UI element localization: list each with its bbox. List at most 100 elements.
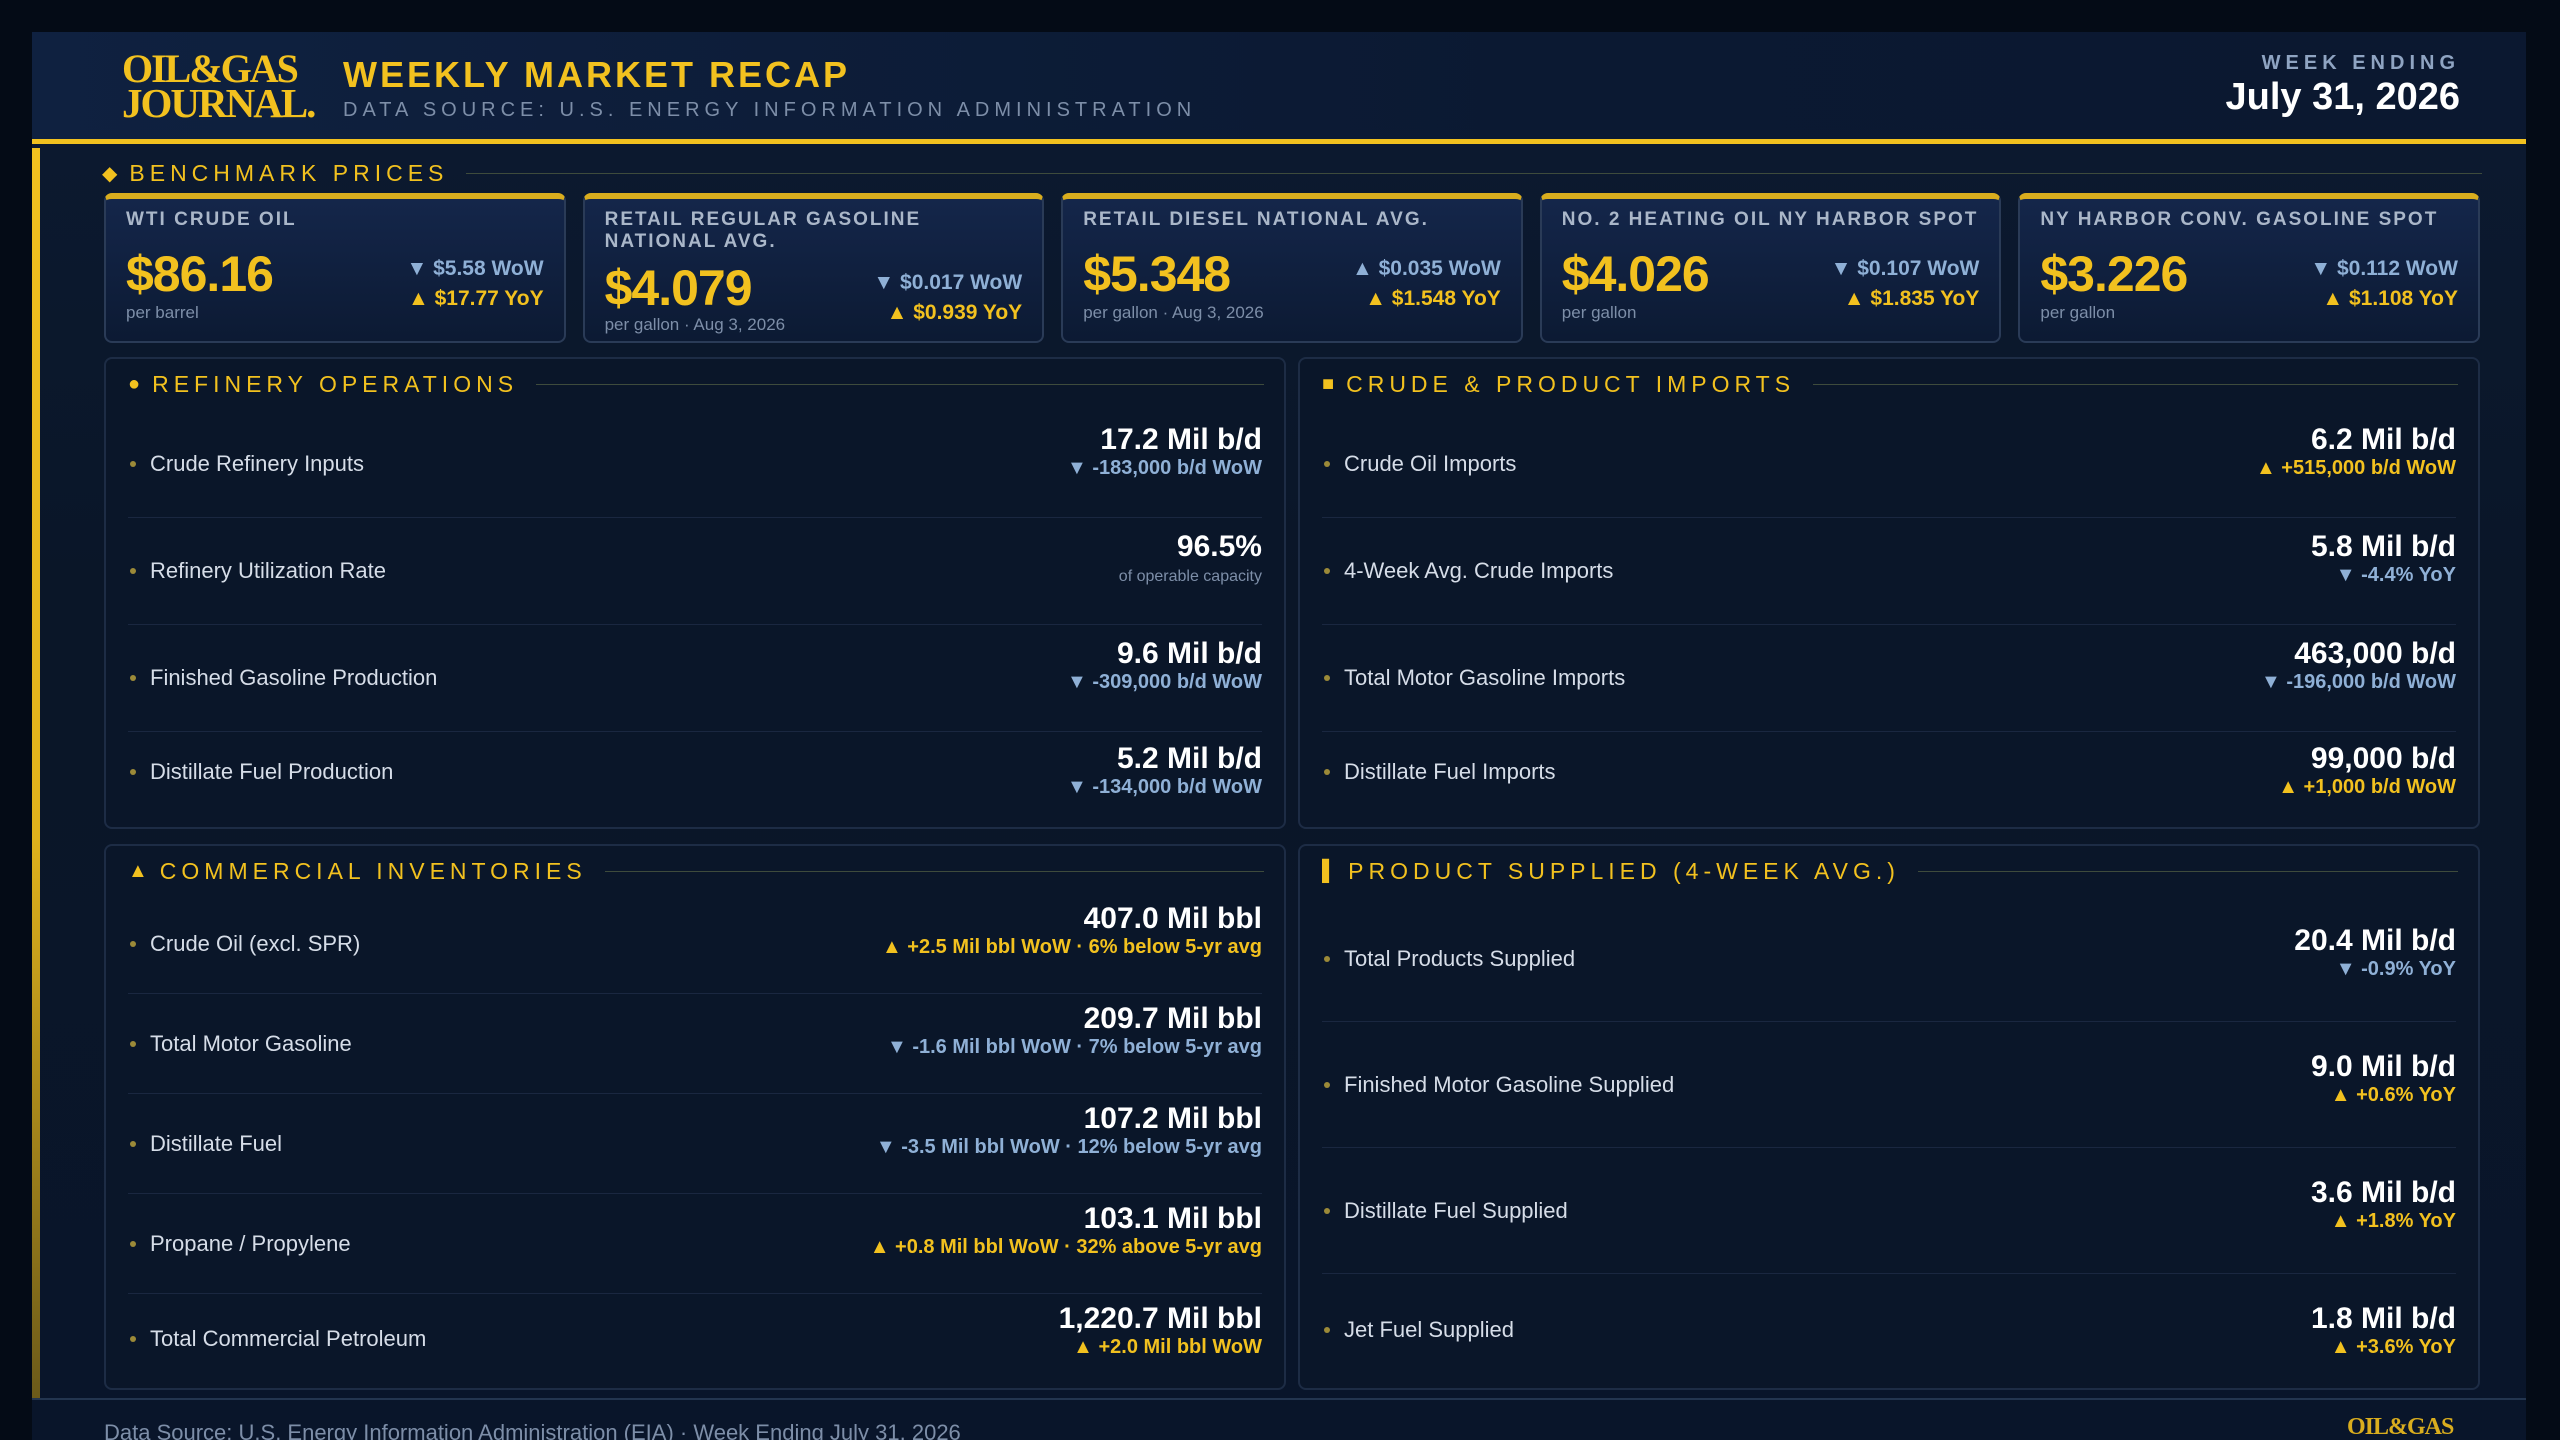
metric-change: ▼ -3.5 Mil bbl WoW · 12% below 5-yr avg — [875, 1136, 1262, 1158]
card-unit: per gallon — [2040, 303, 2116, 322]
price-card-wti: WTI CRUDE OIL $86.16 per barrel ▼ $5.58 … — [104, 193, 566, 343]
imports-section-header: ■ CRUDE & PRODUCT IMPORTS — [1322, 371, 2458, 398]
list-item: Finished Motor Gasoline Supplied 9.0 Mil… — [1322, 1022, 2456, 1148]
metric-note: of operable capacity — [1118, 568, 1262, 585]
square-icon: ■ — [1322, 373, 1335, 395]
card-name: RETAIL REGULAR GASOLINE NATIONAL AVG. — [604, 209, 922, 252]
metric-value: 9.0 Mil b/d — [2310, 1050, 2456, 1083]
metric-name: Refinery Utilization Rate — [150, 558, 386, 583]
benchmark-cards: WTI CRUDE OIL $86.16 per barrel ▼ $5.58 … — [104, 193, 2480, 343]
card-wow-change: ▼ $0.112 WoW — [2310, 257, 2458, 280]
list-item: Distillate Fuel 107.2 Mil bbl ▼ -3.5 Mil… — [128, 1094, 1262, 1194]
card-yoy-change: ▲ $1.108 YoY — [2322, 287, 2458, 310]
triangle-icon: ▲ — [128, 860, 148, 882]
week-ending-label: WEEK ENDING — [2261, 52, 2460, 74]
card-unit: per barrel — [126, 303, 199, 322]
inventories-section-header: ▲ COMMERCIAL INVENTORIES — [128, 858, 1264, 885]
card-wow-change: ▼ $5.58 WoW — [406, 257, 544, 280]
imports-panel: ■ CRUDE & PRODUCT IMPORTS Crude Oil Impo… — [1298, 357, 2480, 829]
metric-name: Crude Oil Imports — [1344, 451, 1517, 476]
commercial-inventories-panel: ▲ COMMERCIAL INVENTORIES Crude Oil (excl… — [104, 844, 1286, 1390]
list-item: Crude Oil (excl. SPR) 407.0 Mil bbl ▲ +2… — [128, 894, 1262, 994]
card-price: $3.226 — [2040, 246, 2188, 302]
list-item: Total Commercial Petroleum 1,220.7 Mil b… — [128, 1294, 1262, 1384]
list-item: Total Motor Gasoline 209.7 Mil bbl ▼ -1.… — [128, 994, 1262, 1094]
supplied-rows: Total Products Supplied 20.4 Mil b/d ▼ -… — [1322, 896, 2456, 1386]
metric-value: 5.8 Mil b/d — [2310, 530, 2456, 563]
metric-change: ▼ -1.6 Mil bbl WoW · 7% below 5-yr avg — [886, 1036, 1262, 1058]
left-accent-bar — [32, 148, 40, 1400]
card-yoy-change: ▲ $17.77 YoY — [408, 287, 544, 310]
metric-name: Distillate Fuel Supplied — [1344, 1197, 1568, 1223]
list-item: Finished Gasoline Production 9.6 Mil b/d… — [128, 625, 1262, 732]
metric-name: Finished Motor Gasoline Supplied — [1344, 1071, 1675, 1097]
footer-source-text: Data Source: U.S. Energy Information Adm… — [104, 1420, 961, 1440]
card-name: WTI CRUDE OIL — [126, 209, 297, 230]
price-card-heating-oil: NO. 2 HEATING OIL NY HARBOR SPOT $4.026 … — [1539, 193, 2002, 343]
bullet-icon — [130, 675, 136, 681]
metric-value: 3.6 Mil b/d — [2310, 1176, 2456, 1209]
metric-change: ▲ +2.0 Mil bbl WoW — [1073, 1336, 1262, 1358]
card-wow-change: ▲ $0.035 WoW — [1352, 257, 1501, 280]
metric-name: 4-Week Avg. Crude Imports — [1344, 558, 1614, 583]
bullet-icon — [130, 1040, 136, 1047]
metric-change: ▼ -4.4% YoY — [2335, 564, 2456, 586]
metric-change: ▼ -309,000 b/d WoW — [1066, 671, 1262, 693]
card-unit: per gallon — [1561, 303, 1637, 322]
week-ending-date: July 31, 2026 — [2225, 76, 2460, 118]
card-yoy-change: ▲ $1.548 YoY — [1365, 287, 1501, 310]
metric-name: Jet Fuel Supplied — [1344, 1317, 1514, 1342]
card-unit: per gallon · Aug 3, 2026 — [1083, 303, 1264, 322]
divider — [536, 384, 1264, 385]
metric-change: ▲ +3.6% YoY — [2330, 1336, 2456, 1358]
page-subtitle: DATA SOURCE: U.S. ENERGY INFORMATION ADM… — [343, 99, 1197, 121]
list-item: Jet Fuel Supplied 1.8 Mil b/d ▲ +3.6% Yo… — [1322, 1274, 2456, 1386]
metric-name: Total Commercial Petroleum — [150, 1326, 427, 1351]
metric-change: ▲ +515,000 b/d WoW — [2255, 457, 2456, 479]
card-yoy-change: ▲ $1.835 YoY — [1843, 287, 1980, 310]
card-wow-change: ▼ $0.017 WoW — [873, 271, 1023, 294]
footer-logo: OIL&GAS — [2347, 1414, 2454, 1440]
metric-name: Distillate Fuel — [150, 1130, 283, 1156]
card-name: NY HARBOR CONV. GASOLINE SPOT — [2040, 209, 2439, 230]
diamond-icon: ◆ — [102, 163, 118, 185]
price-card-retail-diesel: RETAIL DIESEL NATIONAL AVG. $5.348 per g… — [1061, 193, 1523, 343]
metric-change: ▲ +0.6% YoY — [2330, 1084, 2456, 1106]
divider — [604, 871, 1264, 872]
bullet-icon — [130, 1336, 136, 1342]
divider — [1813, 384, 2458, 385]
bullet-icon — [130, 568, 136, 574]
refinery-title: REFINERY OPERATIONS — [152, 371, 519, 397]
metric-change: ▲ +1.8% YoY — [2330, 1210, 2456, 1232]
metric-name: Finished Gasoline Production — [150, 665, 438, 690]
list-item: Total Products Supplied 20.4 Mil b/d ▼ -… — [1322, 896, 2456, 1022]
bullet-icon — [1324, 568, 1330, 574]
supplied-title: PRODUCT SUPPLIED (4-WEEK AVG.) — [1348, 858, 1900, 884]
logo-line-2: JOURNAL. — [122, 80, 316, 126]
benchmark-section-header: ◆ BENCHMARK PRICES — [102, 160, 2482, 187]
metric-value: 9.6 Mil b/d — [1116, 637, 1262, 670]
card-yoy-change: ▲ $0.939 YoY — [886, 301, 1023, 324]
metric-change: ▼ -0.9% YoY — [2335, 958, 2456, 980]
card-unit: per gallon · Aug 3, 2026 — [604, 315, 786, 334]
list-item: Distillate Fuel Supplied 3.6 Mil b/d ▲ +… — [1322, 1148, 2456, 1274]
metric-value: 107.2 Mil bbl — [1083, 1102, 1262, 1135]
metric-value: 6.2 Mil b/d — [2310, 423, 2456, 456]
metric-change: ▲ +2.5 Mil bbl WoW · 6% below 5-yr avg — [881, 936, 1262, 958]
card-price: $86.16 — [126, 246, 274, 302]
bullet-icon — [1324, 461, 1330, 467]
metric-name: Propane / Propylene — [150, 1230, 351, 1256]
header: OIL&GAS JOURNAL. WEEKLY MARKET RECAP DAT… — [32, 32, 2526, 144]
supplied-section-header: ▌ PRODUCT SUPPLIED (4-WEEK AVG.) — [1322, 858, 2458, 885]
metric-change: ▲ +0.8 Mil bbl WoW · 32% above 5-yr avg — [869, 1236, 1262, 1258]
list-item: Crude Refinery Inputs 17.2 Mil b/d ▼ -18… — [128, 411, 1262, 518]
metric-change: ▲ +1,000 b/d WoW — [2278, 776, 2456, 798]
metric-value: 1.8 Mil b/d — [2310, 1302, 2456, 1335]
metric-name: Crude Oil (excl. SPR) — [150, 930, 361, 956]
divider — [1917, 871, 2458, 872]
metric-change: ▼ -183,000 b/d WoW — [1066, 457, 1262, 479]
metric-change: ▼ -196,000 b/d WoW — [2260, 671, 2456, 693]
card-price: $5.348 — [1083, 246, 1231, 302]
list-item: Distillate Fuel Imports 99,000 b/d ▲ +1,… — [1322, 732, 2456, 811]
metric-value: 209.7 Mil bbl — [1083, 1002, 1262, 1035]
